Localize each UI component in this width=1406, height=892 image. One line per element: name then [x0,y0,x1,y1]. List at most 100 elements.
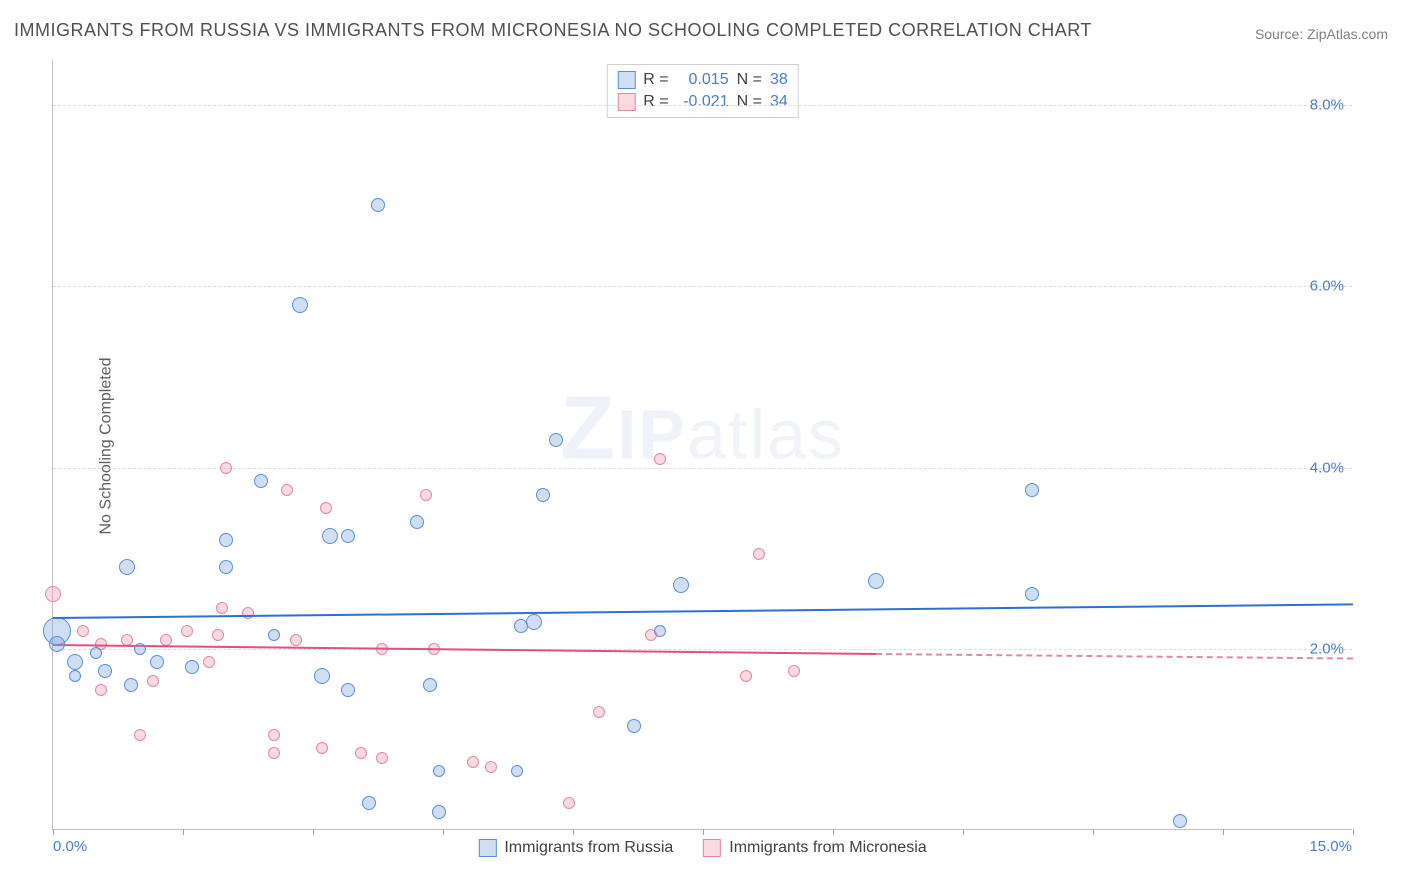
plot-area: ZIPatlas R = 0.015 N = 38 R = -0.021 N =… [52,60,1352,830]
marker-russia [362,796,376,810]
marker-russia [219,560,233,574]
marker-micronesia [563,797,575,809]
marker-russia [433,765,445,777]
x-tick [313,829,314,835]
marker-russia [49,636,65,652]
r-label: R = [643,93,668,111]
x-tick [1093,829,1094,835]
marker-micronesia [268,747,280,759]
marker-russia [254,474,268,488]
y-tick-label: 8.0% [1310,97,1344,114]
n-value-micronesia: 34 [770,93,788,111]
x-tick [703,829,704,835]
marker-russia [341,529,355,543]
marker-russia [1173,814,1187,828]
marker-micronesia [593,706,605,718]
marker-russia [268,629,280,641]
watermark: ZIPatlas [560,378,845,481]
chart-title: IMMIGRANTS FROM RUSSIA VS IMMIGRANTS FRO… [14,20,1092,41]
marker-russia [314,668,330,684]
swatch-micronesia [617,93,635,111]
marker-micronesia [45,586,61,602]
n-label: N = [737,71,762,89]
gridline [53,105,1352,106]
correlation-legend: R = 0.015 N = 38 R = -0.021 N = 34 [606,64,798,118]
series-legend: Immigrants from Russia Immigrants from M… [478,839,926,857]
marker-micronesia [467,756,479,768]
marker-russia [536,488,550,502]
marker-russia [868,573,884,589]
swatch-russia [478,839,496,857]
x-axis-min: 0.0% [53,838,87,855]
x-tick [1223,829,1224,835]
marker-russia [134,643,146,655]
marker-russia [185,660,199,674]
marker-micronesia [740,670,752,682]
marker-russia [654,625,666,637]
marker-micronesia [485,761,497,773]
marker-russia [219,533,233,547]
marker-russia [292,297,308,313]
marker-micronesia [212,629,224,641]
marker-micronesia [181,625,193,637]
gridline [53,468,1352,469]
marker-micronesia [376,752,388,764]
x-tick [53,829,54,835]
marker-micronesia [753,548,765,560]
marker-micronesia [216,602,228,614]
x-tick [963,829,964,835]
marker-russia [423,678,437,692]
marker-russia [432,805,446,819]
legend-row-micronesia: R = -0.021 N = 34 [617,91,787,113]
marker-russia [119,559,135,575]
swatch-micronesia [703,839,721,857]
marker-russia [67,654,83,670]
gridline [53,286,1352,287]
trendline-dash-micronesia [876,653,1353,660]
marker-russia [371,198,385,212]
r-value-russia: 0.015 [677,71,729,89]
marker-micronesia [316,742,328,754]
legend-label-micronesia: Immigrants from Micronesia [729,839,926,857]
marker-micronesia [290,634,302,646]
marker-micronesia [203,656,215,668]
y-tick-label: 4.0% [1310,459,1344,476]
marker-russia [124,678,138,692]
x-tick [443,829,444,835]
swatch-russia [617,71,635,89]
marker-russia [410,515,424,529]
marker-russia [511,765,523,777]
marker-russia [322,528,338,544]
marker-micronesia [281,484,293,496]
marker-micronesia [77,625,89,637]
legend-item-russia: Immigrants from Russia [478,839,673,857]
x-tick [573,829,574,835]
marker-micronesia [654,453,666,465]
marker-russia [627,719,641,733]
n-label: N = [737,93,762,111]
marker-russia [549,433,563,447]
x-tick [183,829,184,835]
r-label: R = [643,71,668,89]
marker-micronesia [160,634,172,646]
y-tick-label: 2.0% [1310,640,1344,657]
marker-russia [673,577,689,593]
n-value-russia: 38 [770,71,788,89]
marker-russia [1025,587,1039,601]
marker-russia [90,647,102,659]
marker-russia [341,683,355,697]
legend-label-russia: Immigrants from Russia [504,839,673,857]
marker-russia [69,670,81,682]
marker-micronesia [268,729,280,741]
marker-micronesia [320,502,332,514]
marker-micronesia [95,684,107,696]
source-label: Source: ZipAtlas.com [1255,26,1388,42]
marker-micronesia [134,729,146,741]
marker-russia [150,655,164,669]
x-tick [1353,829,1354,835]
marker-russia [1025,483,1039,497]
x-axis-max: 15.0% [1309,838,1352,855]
gridline [53,649,1352,650]
marker-russia [98,664,112,678]
marker-micronesia [420,489,432,501]
